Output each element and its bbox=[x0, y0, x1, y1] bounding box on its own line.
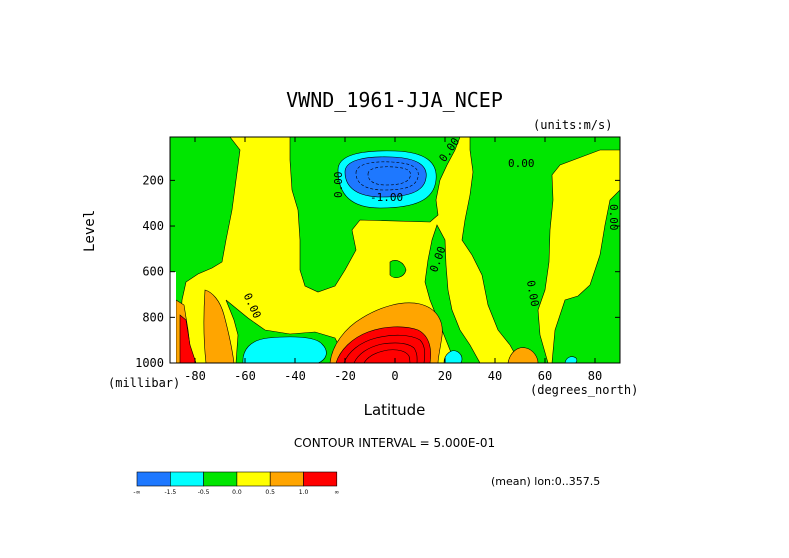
fill-cyan-lower bbox=[242, 336, 327, 363]
contour-red-1 bbox=[343, 334, 426, 363]
colorbar-swatch bbox=[203, 471, 238, 487]
colorbar-swatch bbox=[236, 471, 271, 487]
contour-label: 0.00 bbox=[524, 279, 541, 307]
fill-green-mid bbox=[424, 224, 481, 363]
colorbar-label: -0.5 bbox=[198, 489, 210, 496]
contour-label: 0.00 bbox=[508, 157, 535, 170]
y-tick-label: 800 bbox=[142, 310, 164, 324]
contour-jet-1 bbox=[355, 161, 419, 191]
x-tick-label: 0 bbox=[391, 369, 398, 383]
x-tick-label: 60 bbox=[538, 369, 552, 383]
colorbar-label: 1.0 bbox=[299, 489, 309, 496]
chart-title: VWND_1961-JJA_NCEP bbox=[286, 88, 503, 112]
fill-orange-right bbox=[507, 347, 539, 363]
contour-label: -1.00 bbox=[370, 191, 403, 204]
x-tick-label: 80 bbox=[588, 369, 602, 383]
y-tick-label: 200 bbox=[142, 173, 164, 187]
colorbar-swatch bbox=[136, 471, 171, 487]
x-tick-label: -60 bbox=[234, 369, 256, 383]
colorbar-label: ∞ bbox=[334, 489, 339, 496]
y-axis-unit: (millibar) bbox=[108, 376, 181, 390]
fill-green-spot bbox=[389, 260, 407, 279]
contour-interval-text: CONTOUR INTERVAL = 5.000E-01 bbox=[293, 436, 496, 450]
contour-label: 0.00 bbox=[607, 204, 620, 231]
colorbar-label: -∞ bbox=[133, 489, 140, 496]
y-tick-label: 400 bbox=[142, 219, 164, 233]
fill-green-right-edge bbox=[551, 189, 620, 363]
y-tick-label: 1000 bbox=[135, 356, 164, 370]
fill-red-edge bbox=[179, 314, 197, 363]
colorbar-label: 0.0 bbox=[232, 489, 242, 496]
fill-cyan-small bbox=[443, 350, 463, 363]
contour-fill-group bbox=[170, 137, 620, 363]
colorbar: -∞ -1.5 -0.5 0.0 0.5 1.0 ∞ bbox=[133, 471, 339, 496]
contour-labels: 0.00 0.00 0.00 -1.00 0.00 0.00 0.00 0.00 bbox=[241, 135, 620, 320]
y-axis-label: Level bbox=[82, 209, 98, 252]
units-label: (units:m/s) bbox=[533, 118, 613, 132]
colorbar-label: 0.5 bbox=[265, 489, 275, 496]
x-tick-label: -20 bbox=[334, 369, 356, 383]
fill-blue-jet bbox=[344, 156, 427, 198]
fill-green-right-top bbox=[461, 137, 620, 363]
colorbar-swatch bbox=[269, 471, 304, 487]
footnote: (mean) lon:0..357.5 bbox=[491, 475, 601, 488]
contour-red-3 bbox=[363, 349, 411, 363]
x-axis-unit: (degrees_north) bbox=[530, 383, 639, 397]
x-tick-labels: -80 -60 -40 -20 0 20 40 60 80 bbox=[184, 369, 602, 383]
colorbar-swatch bbox=[303, 471, 338, 487]
x-tick-label: 20 bbox=[438, 369, 452, 383]
x-tick-label: -40 bbox=[284, 369, 306, 383]
y-tick-labels: 200 400 600 800 1000 bbox=[135, 173, 164, 370]
colorbar-label: -1.5 bbox=[164, 489, 176, 496]
colorbar-swatch bbox=[170, 471, 204, 487]
x-axis-label: Latitude bbox=[363, 401, 426, 419]
contour-jet-2 bbox=[367, 166, 411, 186]
contour-label: 0.00 bbox=[332, 172, 345, 199]
fill-orange-left bbox=[203, 289, 235, 363]
x-tick-label: 40 bbox=[488, 369, 502, 383]
x-tick-label: -80 bbox=[184, 369, 206, 383]
axis-ticks bbox=[170, 137, 620, 364]
y-tick-label: 600 bbox=[142, 265, 164, 279]
contour-red-2 bbox=[353, 342, 418, 363]
